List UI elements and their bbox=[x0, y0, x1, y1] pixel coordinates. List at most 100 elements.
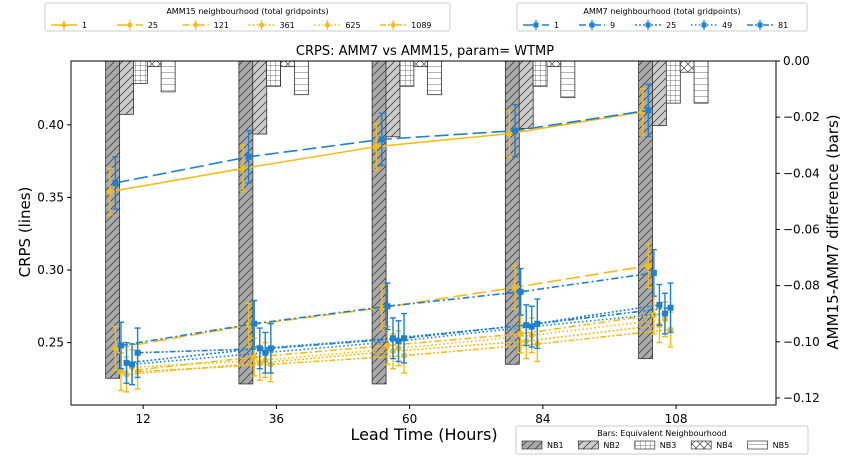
legend-amm15-swatch-marker-361 bbox=[259, 22, 264, 28]
amm15-point-121-0 bbox=[117, 368, 124, 375]
amm15-point-25-1 bbox=[245, 322, 252, 329]
legend-bars-swatch-NB3 bbox=[634, 440, 656, 450]
bar-nb2-4 bbox=[652, 60, 667, 126]
legend-amm15-label-361: 361 bbox=[280, 21, 295, 30]
x-tick-label-60: 60 bbox=[402, 412, 417, 426]
amm7-point-81-4 bbox=[667, 304, 674, 311]
legend-amm7-swatch-marker-49 bbox=[701, 22, 707, 28]
bar-nb2-3 bbox=[518, 60, 534, 129]
amm7-point-81-3 bbox=[534, 320, 541, 327]
amm7-point-1-1 bbox=[245, 153, 252, 160]
legend-amm7-label-49: 49 bbox=[722, 21, 732, 30]
bar-nb4-0 bbox=[146, 60, 162, 68]
legend-bars-title: Bars: Equivalent Neighbourhood bbox=[597, 429, 726, 438]
legend-amm7-swatch-marker-9 bbox=[589, 22, 595, 28]
amm15-point-121-3 bbox=[517, 330, 524, 337]
legend-amm15-box bbox=[44, 2, 451, 32]
y2-tick-label--0.08: −0.08 bbox=[783, 279, 820, 293]
amm7-point-25-2 bbox=[389, 335, 396, 342]
amm7-point-25-0 bbox=[123, 359, 130, 366]
legend-amm7: AMM7 neighbourhood (total gridpoints) 1 9 2… bbox=[516, 2, 808, 32]
amm7-point-9-2 bbox=[384, 303, 391, 310]
plot-frame bbox=[70, 60, 777, 406]
amm15-point-1-1 bbox=[240, 165, 247, 172]
amm15-line-1089 bbox=[137, 328, 671, 373]
legend-amm7-swatch-marker-25 bbox=[645, 22, 651, 28]
legend-amm15-label-1089: 1089 bbox=[411, 21, 431, 30]
legend-amm15-label-25: 25 bbox=[148, 21, 158, 30]
amm7-line-25 bbox=[126, 304, 660, 364]
y2-tick-label--0.1: −0.10 bbox=[783, 335, 820, 349]
amm7-point-1-3 bbox=[512, 127, 519, 134]
x-axis-label: Lead Time (Hours) bbox=[350, 425, 497, 444]
amm15-point-25-0 bbox=[112, 345, 119, 352]
bar-nb4-1 bbox=[280, 60, 295, 68]
y-tick-label-0.35: 0.35 bbox=[37, 190, 64, 204]
amm7-line-81 bbox=[137, 306, 671, 354]
x-tick-label-84: 84 bbox=[535, 412, 550, 426]
bar-nb5-0 bbox=[160, 60, 176, 93]
amm7-line-49 bbox=[131, 312, 666, 366]
legend-bars-label-NB5: NB5 bbox=[773, 441, 790, 450]
bar-nb3-1 bbox=[266, 60, 282, 87]
amm7-point-49-2 bbox=[395, 338, 402, 345]
bar-nb4-3 bbox=[546, 60, 562, 68]
legend-bars-swatch-NB4 bbox=[690, 440, 712, 450]
y2-axis-label: AMM15-AMM7 difference (bars) bbox=[824, 114, 842, 349]
amm7-point-81-1 bbox=[267, 345, 274, 352]
bar-nb4-4 bbox=[679, 60, 695, 73]
bar-nb2-0 bbox=[119, 60, 134, 115]
legend-amm7-swatch-marker-1 bbox=[533, 22, 539, 28]
amm7-point-49-3 bbox=[528, 323, 535, 330]
amm15-point-1-0 bbox=[106, 188, 113, 195]
bar-nb5-2 bbox=[427, 60, 443, 96]
amm15-point-1-3 bbox=[506, 130, 513, 137]
y-tick-label-0.4: 0.40 bbox=[37, 118, 64, 132]
bar-nb1-1 bbox=[238, 60, 254, 385]
legend-amm15-swatch-marker-1 bbox=[61, 22, 67, 28]
legend-amm15-label-1: 1 bbox=[82, 21, 87, 30]
amm7-point-1-0 bbox=[112, 179, 119, 186]
legend-amm15: AMM15 neighbourhood (total gridpoints) 1 2… bbox=[44, 2, 451, 32]
legend-amm15-label-625: 625 bbox=[345, 21, 360, 30]
x-tick-label-36: 36 bbox=[269, 412, 284, 426]
amm15-point-121-1 bbox=[251, 354, 258, 361]
legend-amm15-swatch-marker-121 bbox=[193, 22, 199, 28]
bar-nb2-1 bbox=[252, 60, 268, 135]
legend-amm15-swatch-marker-1089 bbox=[390, 22, 396, 28]
bar-nb1-2 bbox=[371, 60, 387, 385]
legend-bars-swatch-NB2 bbox=[578, 440, 599, 450]
bar-nb3-0 bbox=[132, 60, 148, 84]
legend-bars-label-NB2: NB2 bbox=[603, 441, 620, 450]
legend-amm7-title: AMM7 neighbourhood (total gridpoints) bbox=[583, 7, 740, 16]
axes-layer: 12 36 60 84 108 0.25 0.30 0.35 0.40 −0.12 −0.10 −0.… bbox=[37, 54, 820, 426]
y2-tick-label--0.04: −0.04 bbox=[783, 166, 820, 180]
y-axis-label: CRPS (lines) bbox=[16, 187, 34, 278]
bar-nb5-4 bbox=[693, 60, 709, 104]
legend-bars-label-NB1: NB1 bbox=[547, 441, 564, 450]
y2-tick-label--0.12: −0.12 bbox=[783, 391, 820, 405]
x-tick-label-12: 12 bbox=[136, 412, 151, 426]
legend-amm7-swatch-marker-81 bbox=[757, 22, 763, 28]
y2-tick-label--0.06: −0.06 bbox=[783, 222, 820, 236]
amm15-line-625 bbox=[132, 318, 666, 369]
amm7-point-9-4 bbox=[650, 269, 657, 276]
bar-nb4-2 bbox=[413, 60, 429, 68]
y2-tick-label--0.02: −0.02 bbox=[783, 110, 820, 124]
amm7-point-9-1 bbox=[251, 320, 258, 327]
amm7-point-25-4 bbox=[656, 301, 663, 308]
amm15-point-25-4 bbox=[645, 262, 652, 269]
bar-nb3-3 bbox=[532, 60, 548, 87]
legend-amm15-title: AMM15 neighbourhood (total gridpoints) bbox=[166, 7, 328, 16]
amm7-point-9-3 bbox=[517, 288, 524, 295]
amm7-point-1-4 bbox=[645, 107, 652, 114]
lines-layer bbox=[106, 83, 674, 393]
bar-nb1-3 bbox=[504, 60, 520, 365]
legend-bars: Bars: Equivalent Neighbourhood NB1 NB2 NB3 N… bbox=[515, 425, 809, 455]
legend-amm15-swatch-marker-25 bbox=[127, 22, 133, 28]
bar-nb3-2 bbox=[399, 60, 415, 87]
amm7-point-81-0 bbox=[134, 349, 141, 356]
amm15-point-25-3 bbox=[512, 284, 519, 291]
y2-tick-label-0: 0.00 bbox=[783, 54, 810, 68]
